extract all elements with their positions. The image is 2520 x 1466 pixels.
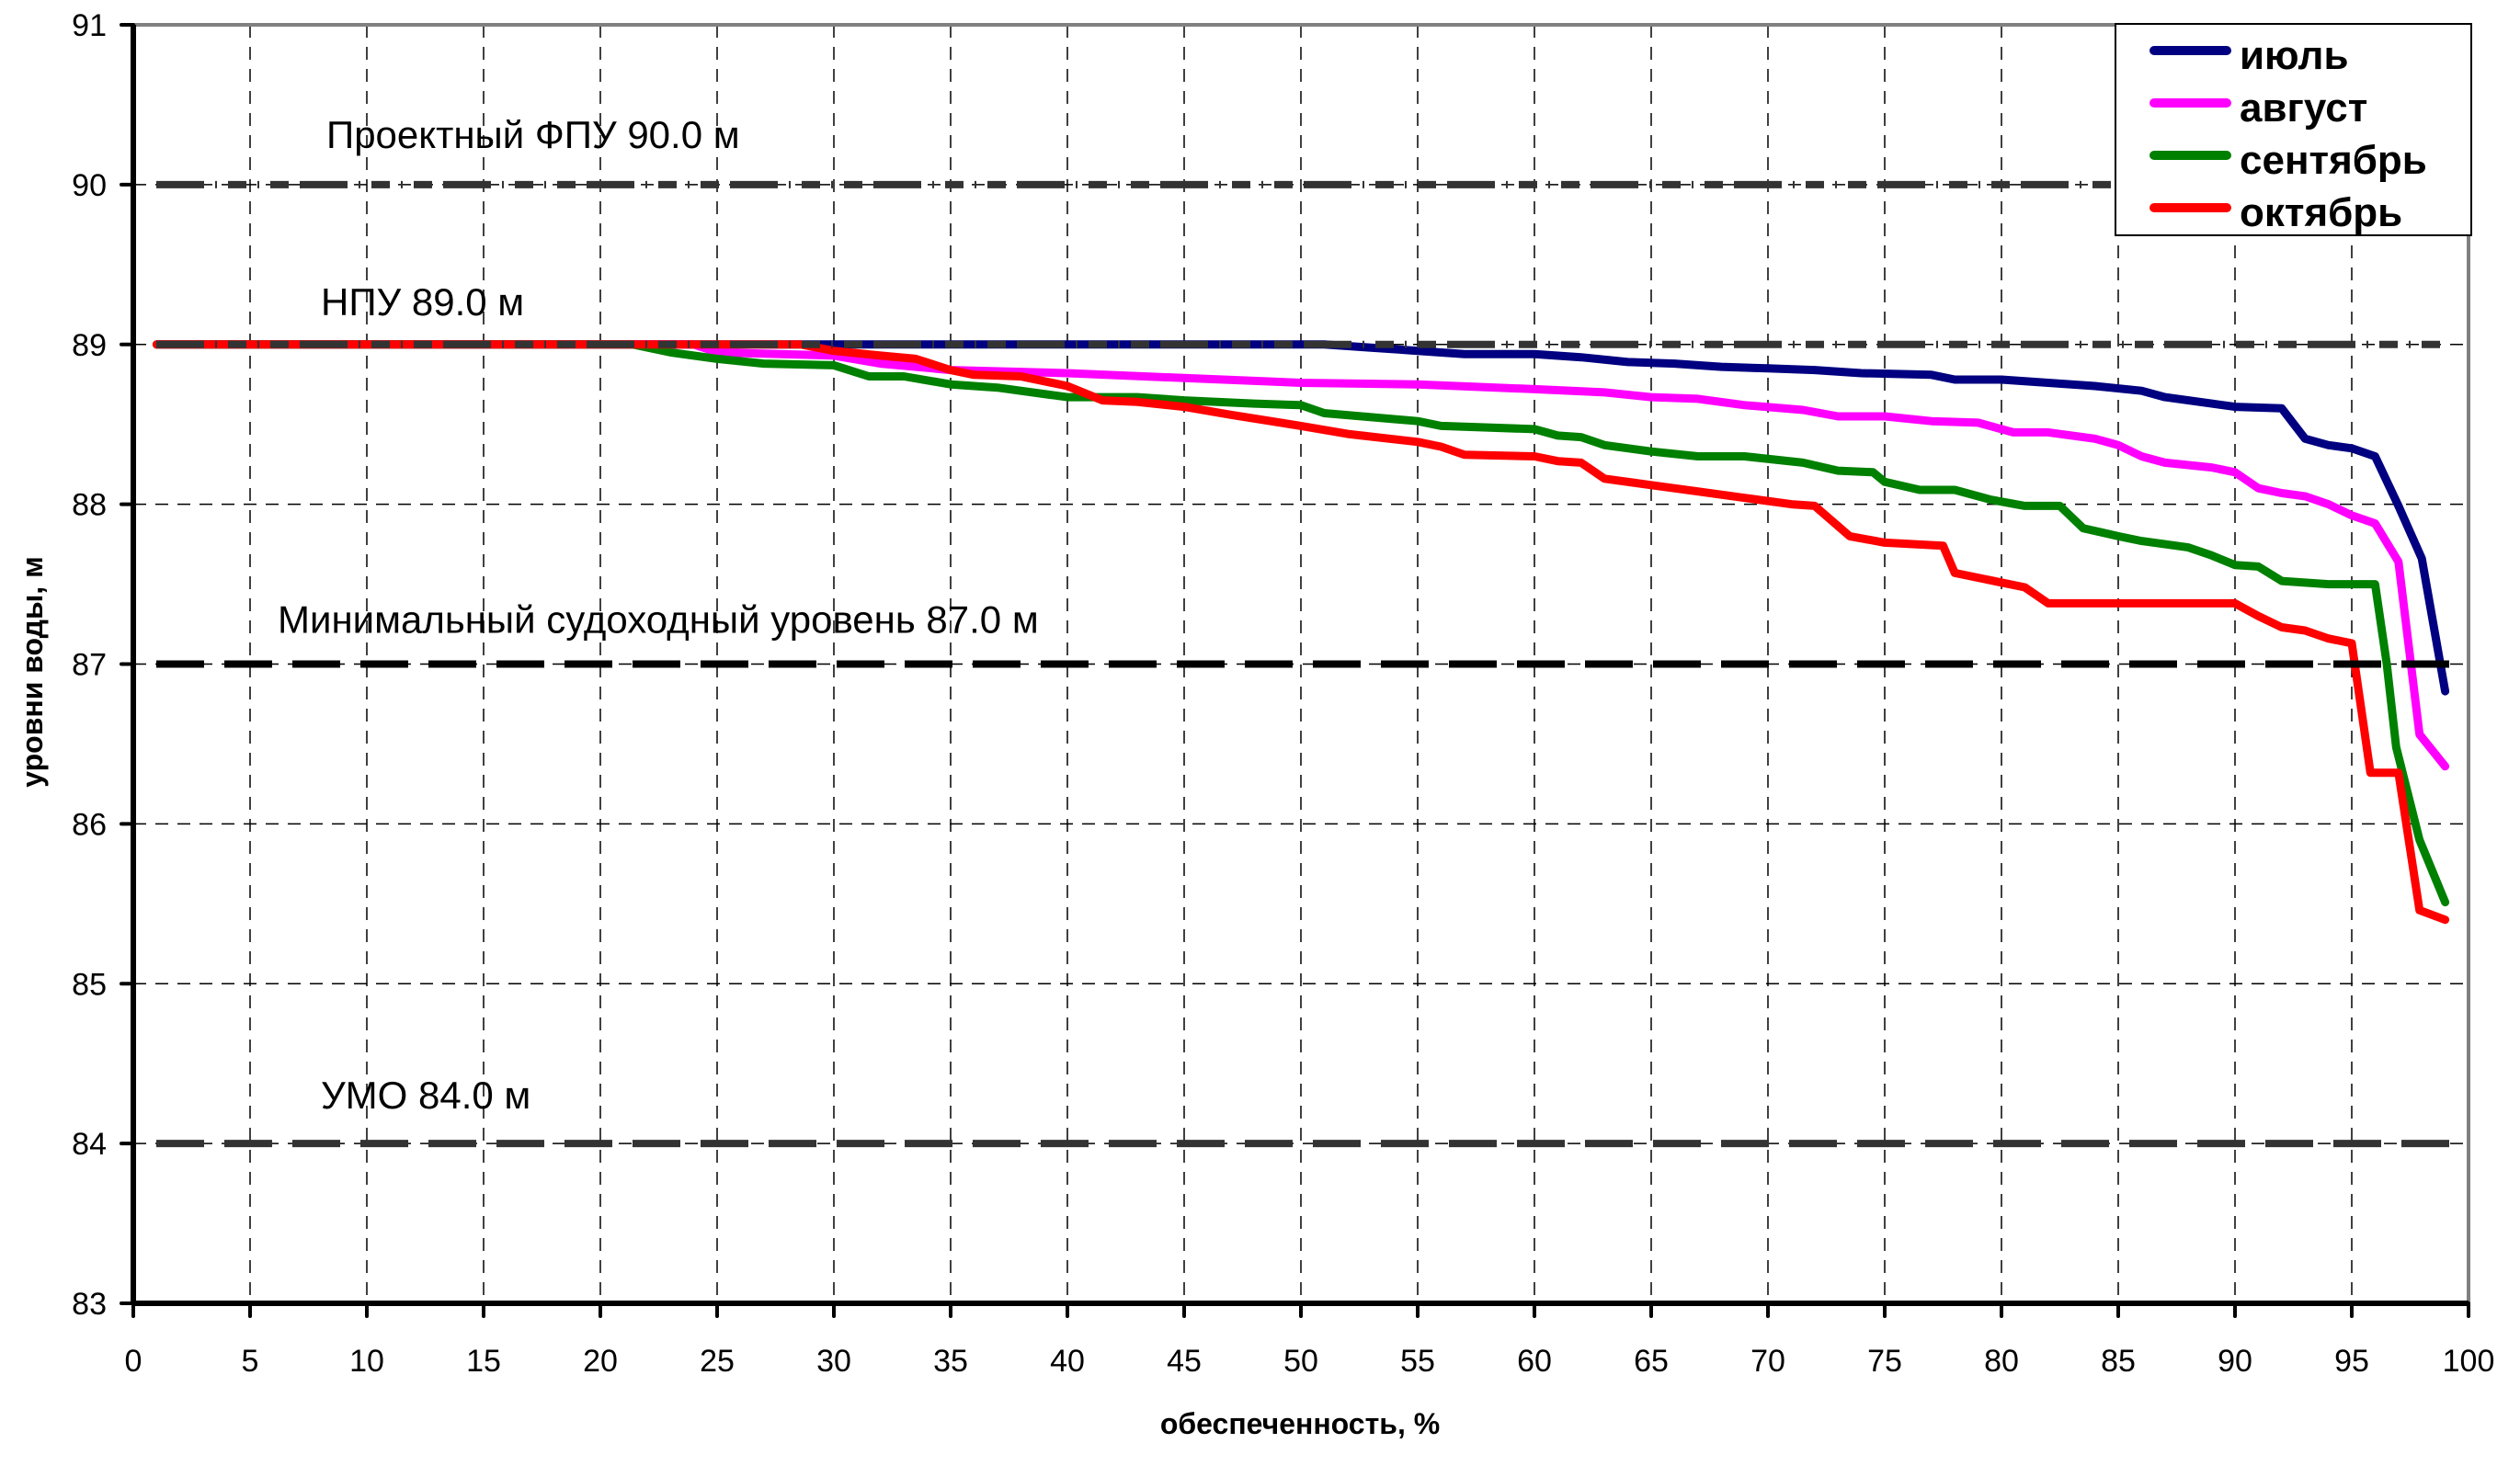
reference-label-min-navigation: Минимальный судоходный уровень 87.0 м bbox=[278, 598, 1039, 642]
x-tick-label: 10 bbox=[349, 1344, 384, 1379]
x-tick-label: 20 bbox=[583, 1344, 618, 1379]
series-line-4 bbox=[152, 340, 2450, 925]
y-tick-label: 83 bbox=[72, 1287, 107, 1322]
y-tick-label: 88 bbox=[72, 488, 107, 523]
x-tick-label: 85 bbox=[2101, 1344, 2136, 1379]
reference-label-npu: НПУ 89.0 м bbox=[321, 280, 524, 324]
legend-label-4: октябрь bbox=[2240, 190, 2402, 235]
y-tick-label: 91 bbox=[72, 8, 107, 43]
x-tick-label: 35 bbox=[933, 1344, 968, 1379]
x-tick-label: 30 bbox=[816, 1344, 851, 1379]
x-tick-label: 65 bbox=[1634, 1344, 1669, 1379]
x-tick-label: 40 bbox=[1050, 1344, 1085, 1379]
legend-label-1: июль bbox=[2240, 33, 2349, 78]
y-tick-label: 85 bbox=[72, 967, 107, 1002]
x-tick-label: 70 bbox=[1750, 1344, 1785, 1379]
legend-label-3: сентябрь bbox=[2240, 138, 2427, 183]
x-tick-label: 0 bbox=[125, 1344, 143, 1379]
legend: июль август сентябрь октябрь bbox=[2115, 23, 2472, 236]
series-group bbox=[152, 340, 2450, 925]
x-tick-label: 5 bbox=[242, 1344, 259, 1379]
x-axis-title: обеспеченность, % bbox=[1160, 1407, 1440, 1440]
y-tick-label: 90 bbox=[72, 168, 107, 203]
y-tick-label: 89 bbox=[72, 328, 107, 363]
x-tick-label: 90 bbox=[2218, 1344, 2252, 1379]
reference-label-umo: УМО 84.0 м bbox=[321, 1074, 530, 1117]
y-tick-label: 87 bbox=[72, 648, 107, 683]
y-tick-label: 86 bbox=[72, 807, 107, 842]
x-tick-label: 45 bbox=[1167, 1344, 1202, 1379]
series-line-3 bbox=[152, 340, 2450, 907]
y-axis-title: уровни воды, м bbox=[16, 556, 49, 788]
legend-box bbox=[2115, 23, 2472, 236]
x-tick-label: 55 bbox=[1400, 1344, 1435, 1379]
reference-lines: Проектный ФПУ 90.0 м НПУ 89.0 м Минимальны… bbox=[156, 113, 2450, 1148]
x-tick-label: 15 bbox=[466, 1344, 501, 1379]
series-line-2 bbox=[152, 340, 2450, 771]
plot-border bbox=[133, 23, 2470, 1303]
x-tick-label: 80 bbox=[1984, 1344, 2019, 1379]
reference-label-fpu: Проектный ФПУ 90.0 м bbox=[326, 113, 740, 156]
y-tick-label: 84 bbox=[72, 1127, 107, 1162]
x-tick-label: 100 bbox=[2443, 1344, 2495, 1379]
legend-label-2: август bbox=[2240, 85, 2367, 131]
x-tick-label: 95 bbox=[2334, 1344, 2369, 1379]
x-tick-label: 75 bbox=[1867, 1344, 1902, 1379]
ticks: 0 5 10 15 20 25 30 35 40 45 50 55 60 65 70 75 80 85 90 95 10… bbox=[72, 8, 2494, 1379]
x-tick-label: 50 bbox=[1283, 1344, 1318, 1379]
x-tick-label: 25 bbox=[700, 1344, 735, 1379]
series-line-1 bbox=[152, 340, 2450, 696]
x-tick-label: 60 bbox=[1517, 1344, 1552, 1379]
